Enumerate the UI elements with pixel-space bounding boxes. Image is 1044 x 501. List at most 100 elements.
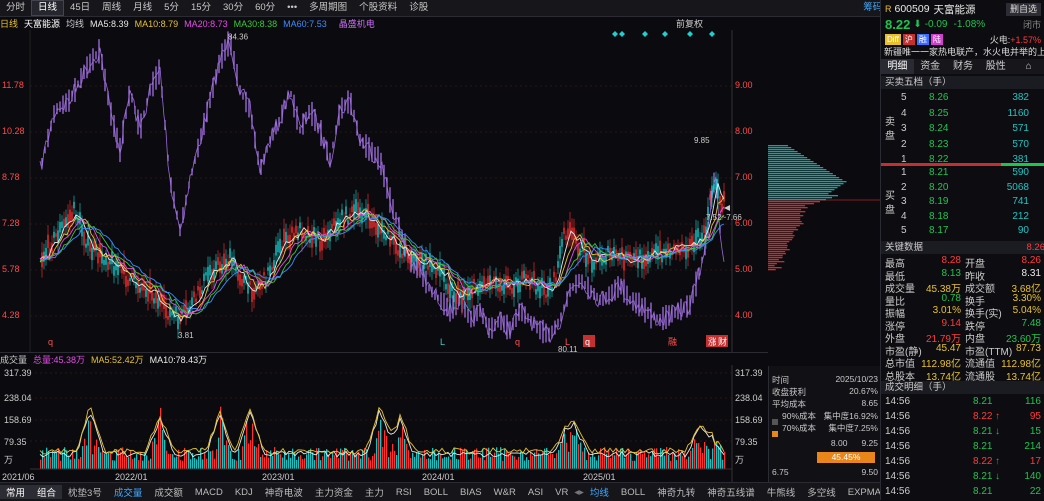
- volume-chart[interactable]: 317.39238.04158.6979.35万317.39238.04158.…: [0, 365, 768, 482]
- trade-volume: 116: [1025, 396, 1041, 407]
- chart-marker[interactable]: q: [585, 337, 590, 347]
- period-tab-8[interactable]: 60分: [249, 1, 281, 15]
- keydata-last: 8.26: [1027, 241, 1044, 254]
- company-news[interactable]: 新疆唯一一家热电联产，水火电并举的上市...: [881, 45, 1044, 57]
- rzrq-flag: R: [885, 4, 892, 14]
- quote-tab-4[interactable]: ⌂: [1012, 59, 1044, 74]
- chart-marker[interactable]: L: [440, 337, 445, 347]
- indicator-right-5[interactable]: 多空线: [801, 485, 842, 499]
- indicator-left-13[interactable]: W&R: [488, 487, 522, 498]
- period-tab-5[interactable]: 5分: [158, 1, 185, 15]
- chart-marker[interactable]: 融: [668, 337, 677, 347]
- event-diamond-icon[interactable]: [662, 31, 668, 37]
- indicator-left-14[interactable]: ASI: [522, 487, 549, 498]
- period-tab-1[interactable]: 日线: [31, 0, 64, 16]
- scroll-arrows-icon[interactable]: ◂▸: [574, 487, 584, 498]
- sell-level-num: 4: [901, 108, 929, 119]
- volume-axis-right: 317.39: [735, 368, 763, 378]
- chart-marker[interactable]: 财: [718, 336, 727, 347]
- indicator-left-7[interactable]: 神奇电波: [259, 485, 309, 499]
- indicator-left-1[interactable]: 组合: [31, 485, 62, 499]
- indicator-left-4[interactable]: 成交额: [148, 485, 189, 499]
- adjust-mode-button[interactable]: 前复权: [676, 17, 703, 30]
- indicator-left-12[interactable]: BIAS: [454, 487, 488, 498]
- legend-compare-stock[interactable]: 晶盛机电: [339, 17, 375, 30]
- period-tab-9[interactable]: •••: [281, 1, 303, 15]
- quote-tab-1[interactable]: 资金: [914, 59, 947, 74]
- period-tab-10[interactable]: 多周期图: [303, 1, 353, 15]
- trade-price: 8.22: [973, 411, 992, 422]
- period-tab-4[interactable]: 月线: [127, 1, 158, 15]
- buy-label: 买盘: [885, 190, 895, 218]
- quote-tab-0[interactable]: 明细: [881, 59, 914, 74]
- chart-marker[interactable]: 涨: [708, 337, 717, 347]
- candlestick-chart[interactable]: 11.7810.288.787.285.784.289.008.007.006.…: [0, 30, 768, 352]
- indicator-right-0[interactable]: 均线: [584, 485, 615, 499]
- trade-time: 14:56: [885, 486, 910, 497]
- indicator-left-11[interactable]: BOLL: [418, 487, 454, 498]
- indicator-left-10[interactable]: RSI: [390, 487, 418, 498]
- indicator-left-6[interactable]: KDJ: [229, 487, 259, 498]
- quote-tab-2[interactable]: 财务: [947, 59, 980, 74]
- period-tab-6[interactable]: 15分: [185, 1, 217, 15]
- volume-axis-left: 238.04: [4, 393, 32, 403]
- period-tab-7[interactable]: 30分: [217, 1, 249, 15]
- chart-marker[interactable]: L: [565, 337, 570, 347]
- trade-direction-icon: ↓: [995, 471, 1000, 482]
- event-diamond-icon[interactable]: [709, 31, 715, 37]
- stock-tag-0: Diff: [885, 34, 901, 45]
- indicator-left-5[interactable]: MACD: [189, 487, 229, 498]
- trade-price: 8.22: [973, 456, 992, 467]
- indicator-right-1[interactable]: BOLL: [615, 487, 651, 498]
- indicator-left-9[interactable]: 主力: [359, 485, 390, 499]
- orderbook-title: 买卖五档（手）: [881, 76, 1044, 89]
- legend-avg[interactable]: 均线: [66, 17, 84, 30]
- indicator-right-3[interactable]: 神奇五线谱: [701, 485, 761, 499]
- indicator-right-2[interactable]: 神奇九转: [651, 485, 701, 499]
- quote-tab-3[interactable]: 股性: [979, 59, 1012, 74]
- event-diamond-icon[interactable]: [687, 31, 693, 37]
- date-axis-label: 2021/06: [2, 472, 35, 482]
- current-price-pointer-icon: [724, 205, 730, 211]
- buy-level-num: 2: [901, 182, 929, 193]
- sector-heat[interactable]: 火电:+1.57%: [990, 33, 1041, 46]
- indicator-left-2[interactable]: 枕垫3号: [62, 485, 108, 499]
- trade-direction-icon: ↑: [995, 456, 1000, 467]
- period-tab-12[interactable]: 诊股: [403, 1, 434, 15]
- volume-axis-left: 万: [4, 455, 13, 465]
- period-tab-11[interactable]: 个股资料: [353, 1, 403, 15]
- indicator-left-3[interactable]: 成交量: [108, 485, 149, 499]
- chart-marker[interactable]: q: [48, 337, 53, 347]
- trade-volume: 17: [1030, 456, 1041, 467]
- period-tab-2[interactable]: 45日: [64, 1, 96, 15]
- event-diamond-icon[interactable]: [642, 31, 648, 37]
- chart-marker[interactable]: q: [515, 337, 520, 347]
- buy-level-volume: 90: [979, 225, 1029, 236]
- quote-tabs: 明细资金财务股性⌂: [881, 59, 1044, 74]
- period-tab-0[interactable]: 分时: [0, 1, 31, 15]
- indicator-left-8[interactable]: 主力资金: [309, 485, 359, 499]
- indicator-left-0[interactable]: 常用: [0, 485, 31, 499]
- chip-row: 90%成本集中度16.92%: [772, 410, 878, 422]
- volume-axis-right: 238.04: [735, 393, 763, 403]
- event-diamond-icon[interactable]: [612, 31, 618, 37]
- sell-level-price: 8.23: [929, 139, 979, 150]
- indicator-right-4[interactable]: 牛熊线: [761, 485, 802, 499]
- sell-level-price: 8.26: [929, 92, 979, 103]
- period-tab-3[interactable]: 周线: [96, 1, 127, 15]
- event-diamond-icon[interactable]: [619, 31, 625, 37]
- indicator-left-15[interactable]: VR: [549, 487, 574, 498]
- stock-code: 600509: [895, 3, 930, 15]
- remove-watchlist-button[interactable]: 删自选: [1006, 3, 1041, 16]
